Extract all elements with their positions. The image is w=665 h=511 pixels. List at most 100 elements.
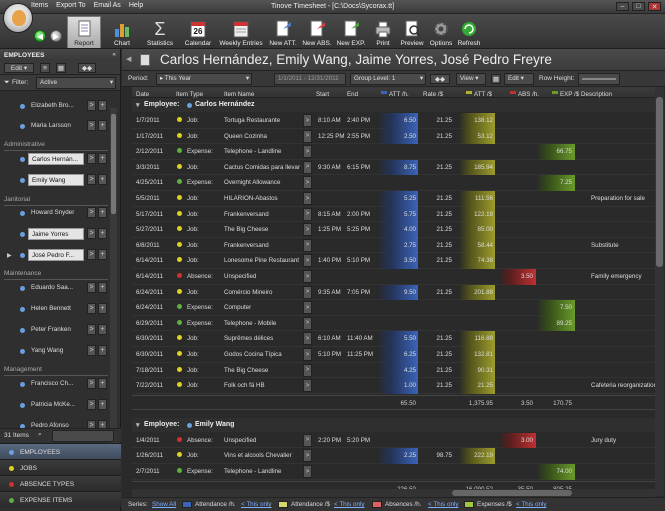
category-jobs[interactable]: JOBS bbox=[0, 459, 121, 475]
row-detail-button[interactable]: > bbox=[303, 129, 312, 143]
weekly-entries-button[interactable]: Weekly Entries bbox=[218, 16, 264, 48]
employee-item[interactable]: Howard Snyder bbox=[31, 209, 75, 216]
move-icon[interactable]: > bbox=[87, 120, 96, 131]
row-detail-button[interactable]: > bbox=[303, 160, 312, 174]
add-icon[interactable]: + bbox=[98, 100, 107, 111]
row-detail-button[interactable]: > bbox=[303, 449, 312, 463]
report-button[interactable]: Report bbox=[67, 16, 101, 48]
employee-item[interactable]: Eduardo Saa... bbox=[31, 284, 74, 291]
employee-item[interactable]: Yang Wang bbox=[31, 347, 64, 354]
employee-group-row[interactable]: ▾ Employee: Emily Wang bbox=[132, 417, 655, 432]
series-this-only-link[interactable]: < This only bbox=[516, 501, 547, 508]
minimize-icon[interactable]: – bbox=[616, 2, 629, 11]
row-detail-button[interactable]: > bbox=[303, 316, 312, 330]
table-row[interactable]: 6/8/2011 Job: Frankenversand >2.75 21.25 58.4… bbox=[132, 237, 655, 254]
row-detail-button[interactable]: > bbox=[303, 207, 312, 221]
column-header[interactable]: ABS /h. bbox=[510, 89, 539, 98]
table-row[interactable]: 6/30/2011 Job: Godos Cocina Típica >5:10 PM… bbox=[132, 347, 655, 363]
category-expense-items[interactable]: EXPENSE ITEMS bbox=[0, 491, 121, 507]
row-detail-button[interactable]: > bbox=[303, 254, 312, 268]
grid-view-icon[interactable]: ▦ bbox=[56, 63, 66, 73]
grid-icon[interactable]: ▦ bbox=[491, 74, 501, 84]
add-icon[interactable]: + bbox=[98, 282, 107, 293]
table-row[interactable]: 7/18/2011 Job: The Big Cheese >4.25 21.25 90.… bbox=[132, 362, 655, 379]
row-detail-button[interactable]: > bbox=[303, 348, 312, 361]
refresh-button[interactable]: Refresh bbox=[456, 16, 482, 48]
employee-item[interactable]: Maria Larsson bbox=[31, 122, 71, 129]
edit-button[interactable]: Edit ▾ bbox=[504, 73, 534, 85]
series-this-only-link[interactable]: < This only bbox=[241, 501, 272, 508]
collapse-icon[interactable]: ◀ bbox=[126, 56, 132, 63]
row-detail-button[interactable]: > bbox=[303, 114, 312, 127]
search-icon[interactable]: ⌕ bbox=[38, 431, 42, 438]
employee-item[interactable]: Carlos Hernán... bbox=[28, 153, 84, 165]
series-this-only-link[interactable]: < This only bbox=[428, 501, 459, 508]
add-icon[interactable]: + bbox=[98, 153, 107, 164]
employee-group-header[interactable]: Management bbox=[4, 366, 108, 376]
table-row[interactable]: 6/30/2011 Job: Suprêmes délices >6:10 AM 11:… bbox=[132, 331, 655, 347]
app-logo[interactable] bbox=[3, 3, 33, 33]
collapse-icon[interactable]: ▾ bbox=[136, 102, 140, 109]
table-row[interactable]: 1/4/2011 Absence: Unspecified >2:20 PM 5:20 … bbox=[132, 432, 655, 449]
new-att-button[interactable]: New ATT. bbox=[267, 16, 299, 48]
move-icon[interactable]: > bbox=[87, 100, 96, 111]
back-icon[interactable]: ◀ bbox=[34, 30, 46, 42]
employee-item[interactable]: José Pedro F... bbox=[28, 249, 84, 261]
move-icon[interactable]: > bbox=[87, 399, 96, 410]
column-header[interactable]: EXP /$ bbox=[552, 89, 579, 98]
grid-vertical-scrollbar[interactable] bbox=[655, 87, 664, 496]
move-icon[interactable]: > bbox=[87, 153, 96, 164]
move-icon[interactable]: > bbox=[87, 303, 96, 314]
row-height-slider[interactable] bbox=[578, 73, 620, 85]
row-detail-button[interactable]: > bbox=[303, 192, 312, 205]
table-row[interactable]: 5/5/2011 Job: HILARIÓN-Abastos >5.25 21.25 11… bbox=[132, 191, 655, 207]
menu-email-as[interactable]: Email As bbox=[93, 2, 121, 9]
statistics-button[interactable]: Σ Statistics bbox=[142, 16, 178, 48]
move-icon[interactable]: > bbox=[87, 378, 96, 389]
add-icon[interactable]: + bbox=[98, 324, 107, 335]
employee-item[interactable]: Jaime Yorres bbox=[28, 228, 84, 240]
move-icon[interactable]: > bbox=[87, 282, 96, 293]
date-range-field[interactable]: 1/1/2011 - 12/31/2011 bbox=[274, 73, 346, 85]
show-all-link[interactable]: Show All bbox=[152, 501, 177, 508]
employee-group-row[interactable]: ▾ Employee: Carlos Hernández bbox=[132, 98, 655, 112]
table-row[interactable]: 3/3/2011 Job: Cactus Comidas para llevar >9… bbox=[132, 159, 655, 176]
move-icon[interactable]: > bbox=[87, 324, 96, 335]
expand-all-icon[interactable]: ◆◆ bbox=[430, 74, 450, 84]
move-icon[interactable]: > bbox=[87, 345, 96, 356]
add-icon[interactable]: + bbox=[98, 228, 107, 239]
add-icon[interactable]: + bbox=[98, 174, 107, 185]
expand-collapse-icon[interactable]: ◆◆ bbox=[78, 63, 96, 73]
add-icon[interactable]: + bbox=[98, 303, 107, 314]
grid-horizontal-scrollbar[interactable] bbox=[132, 489, 655, 497]
table-row[interactable]: 5/27/2011 Job: The Big Cheese >1:25 PM 5:25 … bbox=[132, 222, 655, 238]
employee-item[interactable]: Helen Bennett bbox=[31, 305, 71, 312]
new-exp-button[interactable]: New EXP. bbox=[335, 16, 367, 48]
table-row[interactable]: 6/14/2011 Absence: Unspecified >3.50 Family … bbox=[132, 269, 655, 285]
table-row[interactable]: 7/22/2011 Job: Folk och fä HB >1.00 21.25 21.… bbox=[132, 378, 655, 394]
employee-group-header[interactable]: Janitorial bbox=[4, 196, 109, 206]
employee-item[interactable]: Patricia McKe... bbox=[31, 401, 76, 408]
forward-icon[interactable]: ▶ bbox=[50, 30, 62, 42]
table-row[interactable]: 1/17/2011 Job: Queen Cozinha >12:25 PM 2:55 … bbox=[132, 128, 655, 145]
table-row[interactable]: 6/24/2011 Expense: Computer >7.50 bbox=[132, 300, 655, 316]
menu-help[interactable]: Help bbox=[128, 2, 144, 9]
employee-item[interactable]: Peter Franken bbox=[31, 326, 71, 333]
list-view-icon[interactable]: ≡ bbox=[40, 63, 50, 73]
category-employees[interactable]: EMPLOYEES bbox=[0, 443, 121, 459]
row-detail-button[interactable]: > bbox=[303, 332, 312, 346]
print-button[interactable]: Print bbox=[372, 16, 394, 48]
column-header[interactable]: ATT /h. bbox=[381, 89, 409, 98]
menu-items[interactable]: Items bbox=[31, 2, 49, 9]
new-abs-button[interactable]: New ABS. bbox=[301, 16, 333, 48]
column-header[interactable]: ATT /$ bbox=[466, 89, 492, 98]
table-row[interactable]: 5/17/2011 Job: Frankenversand >8:15 AM 2:00 … bbox=[132, 206, 655, 223]
row-detail-button[interactable]: > bbox=[303, 379, 312, 393]
move-icon[interactable]: > bbox=[87, 249, 96, 260]
add-icon[interactable]: + bbox=[98, 207, 107, 218]
table-row[interactable]: 6/24/2011 Job: Comércio Mineiro >9:35 AM 7:0… bbox=[132, 284, 655, 301]
close-icon[interactable]: ✕ bbox=[648, 2, 661, 11]
menu-export-to[interactable]: Export To bbox=[56, 2, 86, 9]
add-icon[interactable]: + bbox=[98, 120, 107, 131]
table-row[interactable]: 1/26/2011 Job: Vins et alcools Chevalier >2… bbox=[132, 448, 655, 464]
